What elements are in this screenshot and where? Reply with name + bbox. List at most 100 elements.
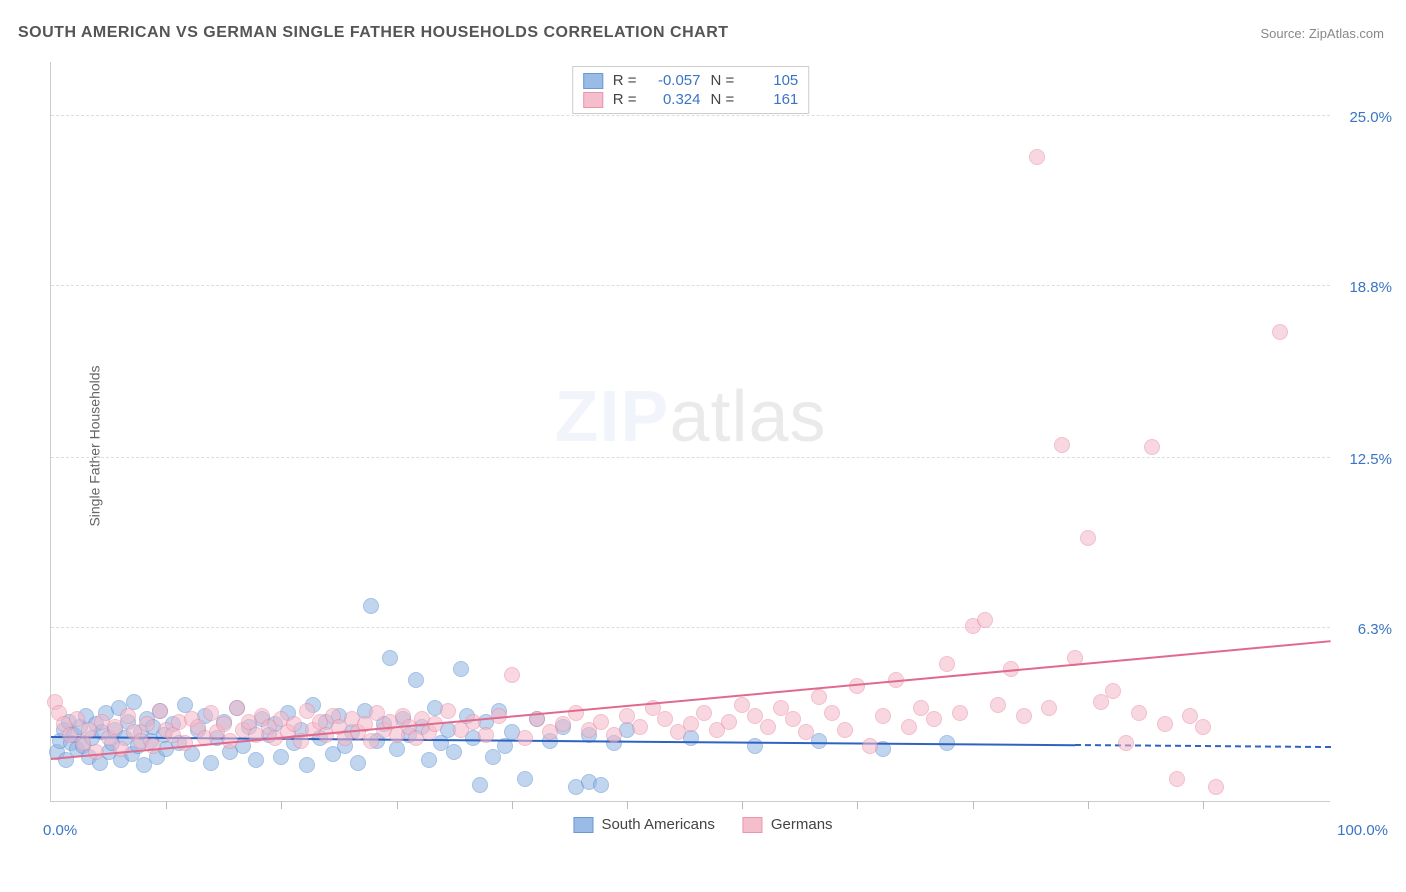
source-label: Source: bbox=[1260, 26, 1308, 41]
data-point bbox=[606, 727, 622, 743]
legend: South Americans Germans bbox=[573, 816, 832, 833]
series1-swatch bbox=[583, 73, 603, 89]
data-point bbox=[408, 672, 424, 688]
watermark-atlas: atlas bbox=[669, 377, 826, 457]
data-point bbox=[286, 716, 302, 732]
x-tick-mark bbox=[281, 801, 282, 809]
data-point bbox=[504, 667, 520, 683]
data-point bbox=[696, 705, 712, 721]
plot-area: ZIPatlas R = -0.057 N = 105 R = 0.324 N … bbox=[50, 62, 1330, 802]
data-point bbox=[421, 752, 437, 768]
series1-legend-label: South Americans bbox=[601, 816, 714, 833]
data-point bbox=[952, 705, 968, 721]
legend-item: South Americans bbox=[573, 816, 714, 833]
data-point bbox=[1105, 683, 1121, 699]
data-point bbox=[440, 703, 456, 719]
data-point bbox=[248, 752, 264, 768]
correlation-stats-box: R = -0.057 N = 105 R = 0.324 N = 161 bbox=[572, 66, 810, 114]
data-point bbox=[1131, 705, 1147, 721]
x-tick-mark bbox=[166, 801, 167, 809]
data-point bbox=[145, 738, 161, 754]
data-point bbox=[568, 705, 584, 721]
gridline bbox=[51, 115, 1330, 116]
data-point bbox=[472, 777, 488, 793]
data-point bbox=[632, 719, 648, 735]
y-tick-label: 18.8% bbox=[1349, 279, 1392, 296]
watermark: ZIPatlas bbox=[554, 376, 826, 458]
data-point bbox=[517, 771, 533, 787]
data-point bbox=[363, 598, 379, 614]
x-tick-mark bbox=[742, 801, 743, 809]
data-point bbox=[798, 724, 814, 740]
data-point bbox=[203, 755, 219, 771]
data-point bbox=[875, 708, 891, 724]
y-tick-label: 6.3% bbox=[1358, 621, 1392, 638]
data-point bbox=[389, 741, 405, 757]
data-point bbox=[363, 733, 379, 749]
x-tick-mark bbox=[857, 801, 858, 809]
x-tick-mark bbox=[512, 801, 513, 809]
data-point bbox=[939, 656, 955, 672]
data-point bbox=[273, 749, 289, 765]
data-point bbox=[926, 711, 942, 727]
data-point bbox=[1029, 149, 1045, 165]
data-point bbox=[1272, 324, 1288, 340]
data-point bbox=[555, 716, 571, 732]
data-point bbox=[593, 777, 609, 793]
data-point bbox=[837, 722, 853, 738]
data-point bbox=[216, 716, 232, 732]
x-tick-mark bbox=[397, 801, 398, 809]
series2-r-value: 0.324 bbox=[647, 91, 701, 108]
series1-swatch bbox=[573, 817, 593, 833]
data-point bbox=[139, 716, 155, 732]
data-point bbox=[177, 735, 193, 751]
y-tick-label: 25.0% bbox=[1349, 109, 1392, 126]
data-point bbox=[1080, 530, 1096, 546]
stats-row: R = 0.324 N = 161 bbox=[583, 90, 799, 109]
x-tick-mark bbox=[1203, 801, 1204, 809]
trend-line-extrapolated bbox=[1075, 744, 1331, 748]
data-point bbox=[1157, 716, 1173, 732]
data-point bbox=[760, 719, 776, 735]
data-point bbox=[683, 716, 699, 732]
data-point bbox=[1144, 439, 1160, 455]
x-tick-mark bbox=[1088, 801, 1089, 809]
data-point bbox=[485, 749, 501, 765]
data-point bbox=[990, 697, 1006, 713]
gridline bbox=[51, 457, 1330, 458]
x-tick-label: 100.0% bbox=[1337, 822, 1388, 839]
stats-row: R = -0.057 N = 105 bbox=[583, 71, 799, 90]
series2-swatch bbox=[743, 817, 763, 833]
data-point bbox=[152, 703, 168, 719]
x-tick-mark bbox=[973, 801, 974, 809]
watermark-zip: ZIP bbox=[554, 377, 669, 457]
data-point bbox=[517, 730, 533, 746]
chart-title: SOUTH AMERICAN VS GERMAN SINGLE FATHER H… bbox=[18, 24, 729, 42]
series1-r-value: -0.057 bbox=[647, 72, 701, 89]
data-point bbox=[299, 757, 315, 773]
data-point bbox=[1093, 694, 1109, 710]
data-point bbox=[88, 744, 104, 760]
data-point bbox=[1016, 708, 1032, 724]
data-point bbox=[113, 741, 129, 757]
data-point bbox=[1208, 779, 1224, 795]
data-point bbox=[593, 714, 609, 730]
data-point bbox=[785, 711, 801, 727]
data-point bbox=[862, 738, 878, 754]
data-point bbox=[811, 689, 827, 705]
y-tick-label: 12.5% bbox=[1349, 451, 1392, 468]
data-point bbox=[1054, 437, 1070, 453]
data-point bbox=[1041, 700, 1057, 716]
series2-n-value: 161 bbox=[744, 91, 798, 108]
stats-n-label: N = bbox=[711, 91, 735, 108]
chart-container: SOUTH AMERICAN VS GERMAN SINGLE FATHER H… bbox=[0, 0, 1406, 892]
series2-legend-label: Germans bbox=[771, 816, 833, 833]
x-tick-mark bbox=[627, 801, 628, 809]
stats-r-label: R = bbox=[613, 72, 637, 89]
data-point bbox=[721, 714, 737, 730]
source-name: ZipAtlas.com bbox=[1309, 26, 1384, 41]
series2-swatch bbox=[583, 92, 603, 108]
data-point bbox=[657, 711, 673, 727]
data-point bbox=[1195, 719, 1211, 735]
legend-item: Germans bbox=[743, 816, 833, 833]
